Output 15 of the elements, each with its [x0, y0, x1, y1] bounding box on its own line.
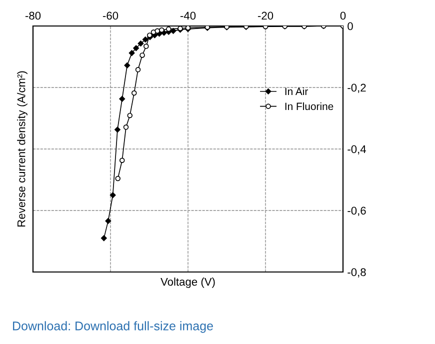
legend-label: In Air — [285, 87, 308, 96]
y-tick-label: -0,4 — [348, 145, 366, 154]
x-tick-label: -20 — [258, 12, 274, 20]
y-axis-title: Reverse current density (A/cm²) — [17, 71, 28, 226]
x-tick-label: -80 — [25, 12, 41, 20]
legend-label: In Fluorine — [285, 102, 334, 110]
x-tick-label: -40 — [180, 12, 196, 20]
x-tick-label: 0 — [340, 12, 346, 20]
x-axis-title: Voltage (V) — [160, 278, 215, 288]
y-tick-label: -0,8 — [348, 268, 366, 278]
text: Download: Download full-size image — [13, 321, 213, 333]
y-tick-label: -0,2 — [348, 84, 366, 93]
x-tick-label: -60 — [102, 12, 118, 20]
y-tick-label: 0 — [348, 22, 353, 30]
y-tick-label: -0,6 — [348, 206, 366, 216]
